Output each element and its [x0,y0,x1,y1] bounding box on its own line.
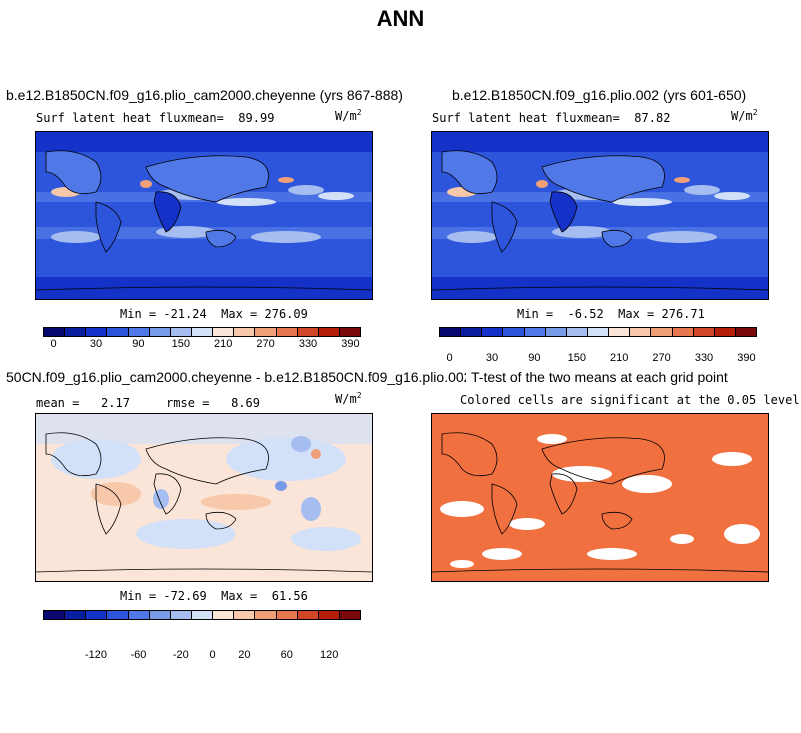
colorbar-tick-label: 20 [238,649,251,661]
colorbar-tick-label: 0 [50,338,57,350]
panel-3-colorbar [43,610,361,620]
panel-2-map [431,131,769,300]
colorbar-tick-label: 330 [694,352,714,364]
colorbar-swatch [297,611,319,619]
panel-4-subtitle: Colored cells are significant at the 0.0… [460,393,800,407]
colorbar-swatch [65,611,87,619]
colorbar-swatch [44,328,66,336]
colorbar-swatch [86,328,108,336]
panel-4-title: T-test of the two means at each grid poi… [471,369,728,385]
panel-1-units: W/m2 [335,108,362,123]
colorbar-swatch [524,328,546,336]
colorbar-swatch [482,328,504,336]
panel-1-colorbar [43,327,361,337]
colorbar-swatch [170,328,192,336]
panel-1-title: b.e12.B1850CN.f09_g16.plio_cam2000.cheye… [6,87,403,103]
colorbar-tick-label: 150 [567,352,586,364]
colorbar-tick-label: 60 [280,649,293,661]
colorbar-tick-label: 210 [610,352,629,364]
colorbar-swatch [276,611,298,619]
colorbar-swatch [461,328,483,336]
colorbar-swatch [234,611,256,619]
colorbar-swatch [255,611,277,619]
colorbar-swatch [107,611,129,619]
panel-3-colorbar-ticks: -120 -60 -20 0 20 60 120 [43,649,361,663]
colorbar-swatch [276,328,298,336]
panel-2-minmax: Min = -6.52 Max = 276.71 [517,307,705,321]
colorbar-swatch [191,328,214,336]
colorbar-swatch [609,328,631,336]
colorbar-swatch [339,611,361,619]
colorbar-tick-label: -120 [84,649,108,661]
colorbar-swatch [545,328,567,336]
panel-1-minmax: Min = -21.24 Max = 276.09 [120,307,308,321]
panel-2-map-field [432,132,768,299]
colorbar-swatch [107,328,129,336]
colorbar-swatch [149,328,171,336]
colorbar-swatch [191,611,214,619]
panel-1-subtitle: Surf latent heat fluxmean= 89.99 [36,111,275,125]
panel-2-colorbar-ticks: 0 30 90 150 210 270 330 390 [439,352,757,366]
colorbar-swatch [503,328,525,336]
colorbar-swatch [65,328,87,336]
colorbar-swatch [339,328,361,336]
colorbar-tick-label: -20 [172,649,189,661]
colorbar-tick-label: 390 [341,338,360,350]
colorbar-swatch [651,328,673,336]
panel-3-map [35,413,373,582]
colorbar-swatch [128,611,150,619]
panel-1-map [35,131,373,300]
panel-2-subtitle: Surf latent heat fluxmean= 87.82 [432,111,671,125]
colorbar-swatch [587,328,610,336]
colorbar-tick-label: 30 [485,352,499,364]
colorbar-tick-label: 120 [320,649,339,661]
colorbar-swatch [234,328,256,336]
colorbar-swatch [566,328,588,336]
colorbar-tick-label: 150 [171,338,190,350]
panel-3-minmax: Min = -72.69 Max = 61.56 [120,589,308,603]
panel-1-colorbar-ticks: 0 30 90 150 210 270 330 390 [43,338,361,352]
panel-3-subtitle: mean = 2.17 rmse = 8.69 [36,396,260,410]
colorbar-swatch [297,328,319,336]
colorbar-tick-label: 390 [737,352,756,364]
panel-2-colorbar [439,327,757,337]
panel-3-units: W/m2 [335,391,362,406]
colorbar-swatch [693,328,715,336]
colorbar-swatch [170,611,192,619]
colorbar-tick-label: 330 [298,338,318,350]
colorbar-swatch [86,611,108,619]
colorbar-tick-label: 30 [89,338,103,350]
colorbar-swatch [255,328,277,336]
colorbar-tick-label: 90 [528,352,541,364]
panel-1-map-field [36,132,372,299]
colorbar-swatch [318,328,340,336]
panel-4-map [431,413,769,582]
colorbar-swatch [735,328,757,336]
panel-2-title: b.e12.B1850CN.f09_g16.plio.002 (yrs 601-… [452,87,747,103]
panel-4-map-field [432,414,768,581]
colorbar-swatch [318,611,340,619]
colorbar-swatch [672,328,694,336]
colorbar-swatch [440,328,462,336]
panel-2-units: W/m2 [731,108,758,123]
colorbar-tick-label: 270 [652,352,671,364]
colorbar-swatch [128,328,150,336]
colorbar-swatch [213,328,235,336]
colorbar-tick-label: 210 [214,338,233,350]
colorbar-tick-label: -60 [130,649,147,661]
colorbar-swatch [714,328,736,336]
colorbar-tick-label: 90 [132,338,145,350]
figure-title: ANN [376,6,425,31]
colorbar-swatch [44,611,66,619]
colorbar-tick-label: 0 [446,352,453,364]
panel-3-title: 50CN.f09_g16.plio_cam2000.cheyenne - b.e… [6,369,466,385]
colorbar-swatch [630,328,652,336]
colorbar-tick-label: 0 [209,649,216,661]
colorbar-swatch [213,611,235,619]
colorbar-tick-label: 270 [256,338,275,350]
panel-3-map-field [36,414,372,581]
colorbar-swatch [149,611,171,619]
